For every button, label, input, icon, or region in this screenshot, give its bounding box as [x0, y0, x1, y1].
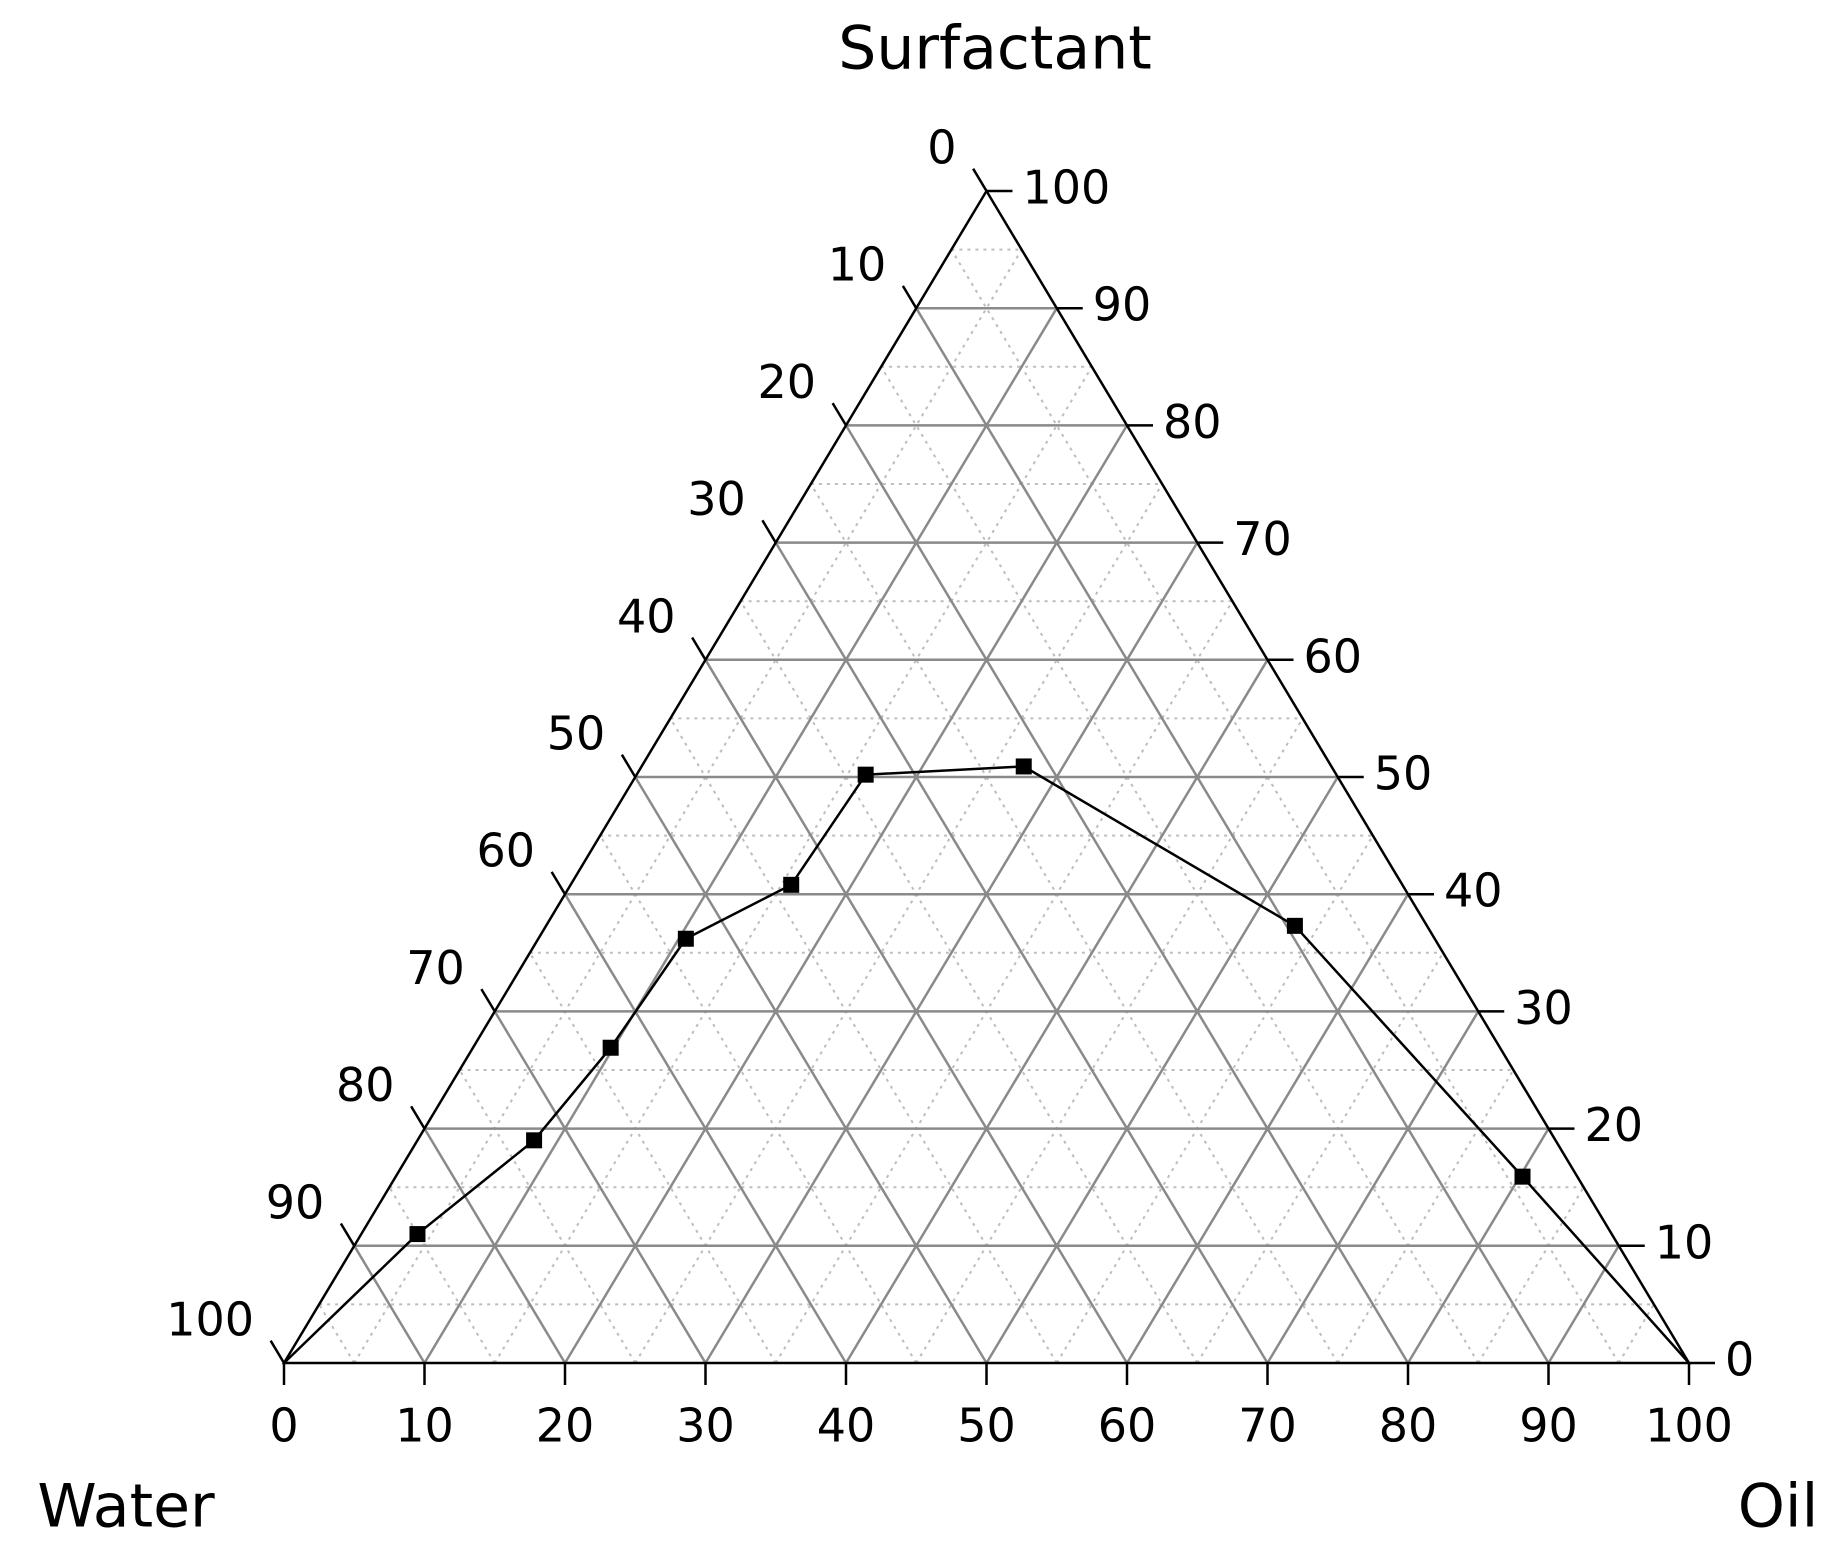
tick-mark — [831, 402, 848, 427]
right-tick-label: 100 — [1023, 161, 1111, 215]
tick-mark — [901, 285, 918, 309]
grid-line — [423, 1127, 567, 1364]
data-point — [677, 930, 694, 947]
grid-line — [353, 1245, 426, 1364]
minor-grid-line — [739, 600, 1199, 1364]
x-tick-label: 0 — [269, 1399, 298, 1453]
data-point — [857, 766, 874, 783]
x-tick-label: 50 — [957, 1399, 1016, 1453]
left-tick-label: 40 — [617, 589, 676, 643]
tick-mark — [550, 871, 567, 895]
data-point — [1514, 1168, 1531, 1185]
grid-line — [1547, 1245, 1620, 1364]
grid-line — [1266, 1010, 1480, 1364]
x-tick-label: 70 — [1238, 1399, 1297, 1453]
minor-grid-line — [1055, 835, 1374, 1364]
grid-line — [844, 424, 1410, 1364]
right-tick-label: 80 — [1163, 395, 1222, 449]
left-tick-label: 50 — [547, 707, 606, 761]
minor-grid-line — [318, 1303, 356, 1364]
x-tick-label: 30 — [676, 1399, 735, 1453]
tick-mark — [761, 519, 777, 544]
tick-mark — [480, 988, 496, 1013]
triangle-frame — [281, 188, 1692, 1365]
right-tick-label: 70 — [1233, 512, 1292, 566]
right-tick-label: 30 — [1514, 981, 1573, 1035]
grid — [269, 168, 1715, 1385]
x-tick-label: 20 — [536, 1399, 595, 1453]
minor-grid-line — [950, 249, 1620, 1364]
grid-line — [563, 893, 848, 1364]
right-tick-label: 0 — [1725, 1333, 1754, 1387]
minor-grid-line — [1617, 1303, 1655, 1364]
minor-grid-line — [915, 717, 1304, 1364]
tick-mark — [620, 754, 637, 778]
minor-grid-line — [529, 952, 777, 1364]
left-tick-label: 100 — [166, 1293, 254, 1347]
grid-line — [493, 1010, 707, 1364]
left-tick-label: 20 — [757, 355, 816, 409]
x-tick-label: 80 — [1379, 1399, 1438, 1453]
left-tick-label: 30 — [687, 472, 746, 526]
x-tick-label: 60 — [1098, 1399, 1157, 1453]
grid-line — [774, 541, 1269, 1364]
x-tick-label: 90 — [1519, 1399, 1578, 1453]
minor-grid-line — [1477, 1186, 1585, 1364]
minor-grid-line — [634, 483, 1163, 1364]
left-tick-label: 70 — [406, 941, 465, 995]
minor-grid-line — [599, 835, 918, 1364]
minor-grid-line — [810, 483, 1339, 1364]
x-tick-label: 100 — [1645, 1399, 1733, 1453]
tick-mark — [269, 1340, 286, 1364]
x-tick-label: 40 — [817, 1399, 876, 1453]
right-tick-label: 20 — [1585, 1098, 1644, 1152]
right-tick-label: 40 — [1444, 864, 1503, 918]
oil-axis-title: Oil — [1738, 1472, 1819, 1542]
tick-mark — [410, 1105, 426, 1130]
minor-grid-line — [669, 717, 1058, 1364]
grid-line — [985, 776, 1339, 1364]
x-tick-label: 10 — [395, 1399, 454, 1453]
grid-line — [634, 776, 988, 1364]
tick-mark — [972, 168, 988, 192]
surfactant-axis-title: Surfactant — [838, 14, 1152, 84]
left-tick-label: 60 — [476, 824, 535, 878]
grid-line — [423, 307, 1058, 1364]
grid-line — [704, 541, 1199, 1364]
left-tick-label: 80 — [336, 1058, 395, 1112]
minor-grid-line — [1336, 1069, 1515, 1364]
minor-grid-line — [880, 366, 1480, 1364]
tick-mark — [691, 636, 707, 661]
minor-grid-line — [458, 1069, 637, 1364]
data-point — [1286, 917, 1303, 934]
right-tick-label: 50 — [1374, 747, 1433, 801]
grid-line — [915, 307, 1550, 1364]
left-tick-label: 90 — [266, 1175, 325, 1229]
minor-grid-line — [493, 366, 1093, 1364]
minor-grid-line — [1196, 952, 1444, 1364]
left-tick-label: 10 — [828, 238, 887, 292]
plot — [283, 758, 1690, 1364]
right-tick-label: 60 — [1304, 629, 1363, 683]
data-point — [1015, 758, 1032, 775]
right-tick-label: 90 — [1093, 278, 1152, 332]
grid-line — [704, 659, 1129, 1364]
water-axis-title: Water — [37, 1472, 215, 1542]
data-point — [409, 1226, 426, 1243]
minor-grid-line — [774, 600, 1234, 1364]
minor-grid-line — [353, 249, 1023, 1364]
left-tick-label: 0 — [927, 121, 956, 175]
data-point — [783, 876, 800, 893]
right-tick-label: 10 — [1655, 1215, 1714, 1269]
data-point — [526, 1132, 543, 1149]
tick-mark — [339, 1222, 356, 1247]
minor-grid-line — [388, 1186, 496, 1364]
data-point — [602, 1039, 619, 1056]
